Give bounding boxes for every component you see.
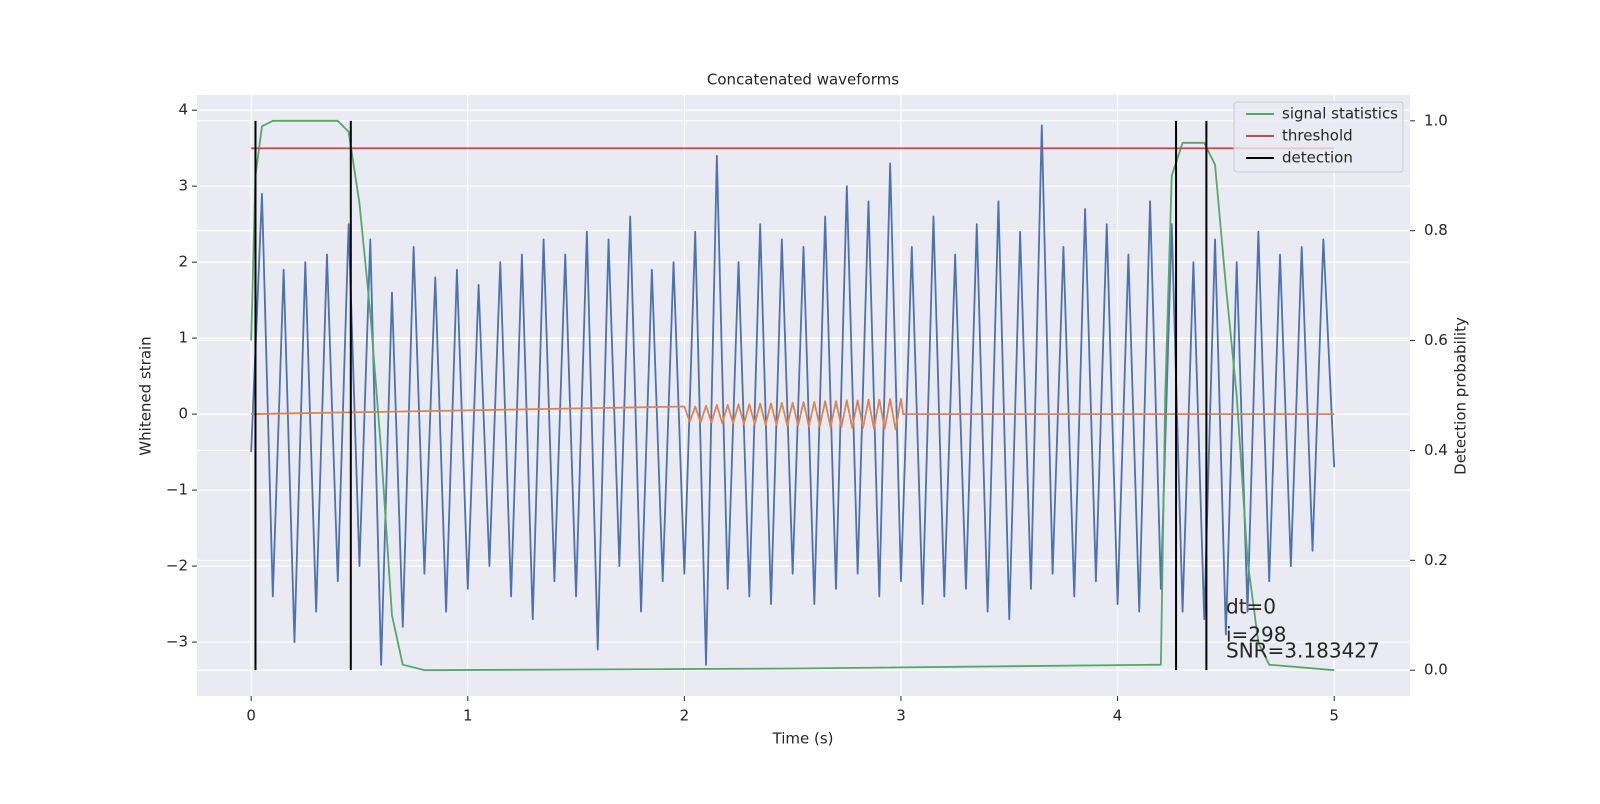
y2-tick-label: 0.8 bbox=[1424, 221, 1448, 239]
y-tick-label: −2 bbox=[166, 557, 188, 575]
series-line bbox=[251, 398, 1335, 431]
y2-tick-label: 1.0 bbox=[1424, 111, 1448, 129]
y-tick-label: 3 bbox=[178, 177, 188, 195]
y-tick-label: −3 bbox=[166, 633, 188, 651]
marks bbox=[250, 119, 1336, 672]
y-tick-label: 4 bbox=[178, 101, 188, 119]
y-tick-label: 0 bbox=[178, 405, 188, 423]
legend: signal statistics threshold detection bbox=[1233, 101, 1404, 173]
y2-tick-label: 0.6 bbox=[1424, 331, 1448, 349]
legend-label: threshold bbox=[1282, 127, 1353, 145]
y2-tick-label: 0.0 bbox=[1424, 661, 1448, 679]
y2-axis-label: Detection probability bbox=[1452, 317, 1470, 475]
y-axis-label: Whitened strain bbox=[137, 336, 155, 455]
annotation: SNR=3.183427 bbox=[1226, 639, 1380, 663]
chart-title: Concatenated waveforms bbox=[707, 71, 899, 89]
series-line bbox=[250, 124, 1336, 666]
x-tick-label: 3 bbox=[896, 707, 906, 725]
x-tick-label: 4 bbox=[1113, 707, 1123, 725]
x-tick-label: 5 bbox=[1329, 707, 1339, 725]
y2-tick-label: 0.2 bbox=[1424, 551, 1448, 569]
annotation: dt=0 bbox=[1226, 595, 1276, 619]
plot-area bbox=[197, 95, 1410, 696]
x-tick-label: 1 bbox=[463, 707, 473, 725]
y-tick-label: 2 bbox=[178, 253, 188, 271]
x-tick-label: 2 bbox=[680, 707, 690, 725]
legend-box bbox=[1233, 101, 1404, 173]
legend-label: detection bbox=[1282, 149, 1353, 167]
series-line bbox=[250, 119, 1335, 672]
x-tick-label: 0 bbox=[246, 707, 256, 725]
y-tick-label: 1 bbox=[178, 329, 188, 347]
legend-label: signal statistics bbox=[1282, 105, 1398, 123]
annotation: i=298 bbox=[1226, 623, 1287, 647]
y-tick-label: −1 bbox=[166, 481, 188, 499]
x-axis-label: Time (s) bbox=[772, 730, 834, 748]
y2-tick-label: 0.4 bbox=[1424, 441, 1448, 459]
